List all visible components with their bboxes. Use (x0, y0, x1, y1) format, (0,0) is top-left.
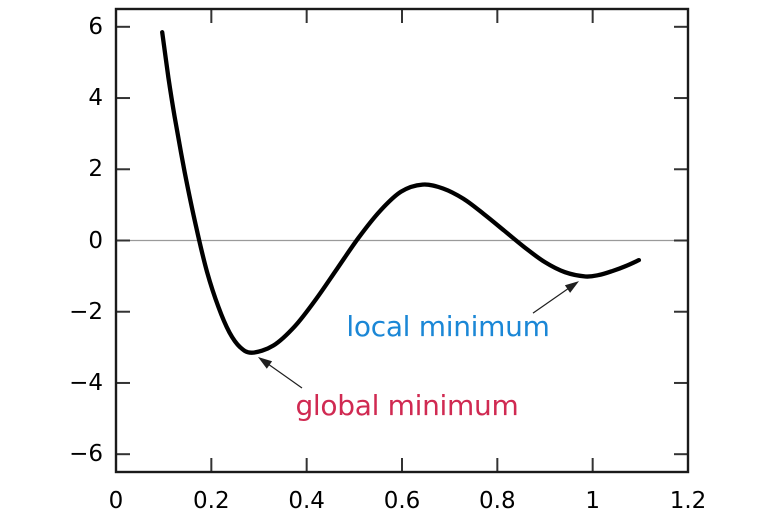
x-tick-label: 0.8 (479, 488, 516, 514)
x-tick-label: 1.2 (669, 488, 707, 514)
x-tick-label: 0.2 (193, 488, 230, 514)
x-tick-label: 0.6 (383, 488, 421, 514)
y-tick-label: 0 (88, 227, 103, 254)
y-tick-label: 4 (88, 85, 103, 112)
plot-frame (114, 7, 690, 474)
annotation-local-minimum: local minimum (346, 310, 550, 344)
annotation-arrows (258, 281, 579, 389)
y-tick-label: −2 (69, 298, 103, 325)
y-tick-label: 6 (88, 13, 103, 40)
y-tick-label: −4 (69, 369, 103, 396)
x-tick-label: 0.4 (288, 488, 325, 514)
x-tick-label: 1 (585, 488, 600, 514)
annotation-global-minimum: global minimum (295, 389, 519, 423)
function-curve (160, 30, 642, 355)
x-tick-label: 0 (108, 488, 124, 514)
y-tick-label: 2 (88, 156, 103, 183)
y-tick-label: −6 (69, 441, 103, 468)
